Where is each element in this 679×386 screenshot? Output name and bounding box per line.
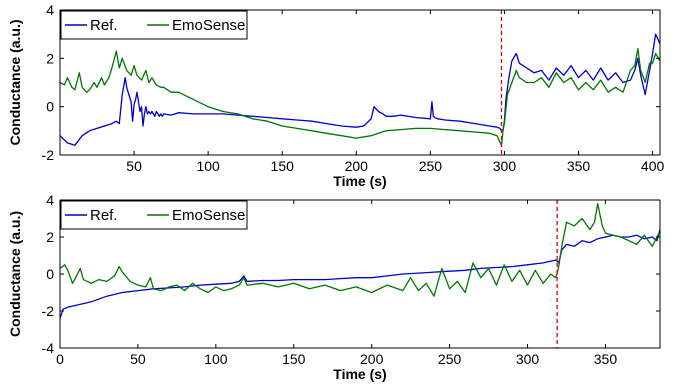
bottom-x-tick-label: 150 bbox=[282, 351, 306, 367]
top-legend-label-ref: Ref. bbox=[90, 17, 118, 34]
top-legend-label-emosense: EmoSense bbox=[172, 17, 245, 34]
bottom-x-tick-label: 300 bbox=[516, 351, 540, 367]
top-x-axis-title: Time (s) bbox=[333, 173, 386, 189]
top-plot-frame bbox=[59, 9, 661, 156]
bottom-y-axis-title: Conductance (a.u.) bbox=[7, 211, 23, 337]
bottom-x-tick-label: 50 bbox=[130, 351, 146, 367]
bottom-y-tick-label: 2 bbox=[46, 229, 54, 245]
top-x-tick-label: 100 bbox=[196, 158, 220, 174]
top-x-tick-label: 250 bbox=[419, 158, 443, 174]
chart-top: 50 100 150 200 250 300 350 400 -2 0 2 4 Time (s) Cond… bbox=[7, 2, 664, 189]
bottom-legend-label-ref: Ref. bbox=[90, 207, 118, 224]
bottom-x-axis-title: Time (s) bbox=[333, 366, 386, 382]
bottom-y-tick-label: 4 bbox=[46, 192, 54, 208]
bottom-y-tick-label: -4 bbox=[42, 340, 55, 356]
bottom-y-tick-label: 0 bbox=[46, 266, 54, 282]
bottom-y-tick-label: -2 bbox=[42, 303, 55, 319]
top-legend bbox=[60, 10, 248, 40]
top-series-line-ref bbox=[59, 33, 661, 146]
top-y-tick-label: 2 bbox=[46, 50, 54, 66]
top-y-axis-title: Conductance (a.u.) bbox=[7, 19, 23, 145]
top-x-tick-label: 50 bbox=[126, 158, 142, 174]
top-x-tick-label: 350 bbox=[567, 158, 591, 174]
bottom-x-tick-label: 250 bbox=[438, 351, 462, 367]
top-y-tick-label: 0 bbox=[46, 99, 54, 115]
top-y-tick-label: 4 bbox=[46, 2, 54, 18]
top-y-tick-label: -2 bbox=[42, 147, 55, 163]
top-series-line-emosense bbox=[59, 48, 661, 146]
bottom-series-line-emosense bbox=[59, 203, 661, 297]
top-x-tick-label: 200 bbox=[345, 158, 369, 174]
bottom-x-tick-label: 0 bbox=[56, 351, 64, 367]
top-x-tick-label: 400 bbox=[641, 158, 665, 174]
bottom-legend-label-emosense: EmoSense bbox=[172, 207, 245, 224]
chart-bottom: 0 50 100 150 200 250 300 350 -4 -2 0 2 4 Time (s) Cond… bbox=[7, 192, 661, 382]
top-x-tick-label: 150 bbox=[271, 158, 295, 174]
bottom-x-tick-label: 200 bbox=[360, 351, 384, 367]
bottom-x-tick-label: 100 bbox=[204, 351, 228, 367]
bottom-x-tick-label: 350 bbox=[594, 351, 618, 367]
bottom-series-line-ref bbox=[59, 229, 661, 319]
top-x-tick-label: 300 bbox=[493, 158, 517, 174]
